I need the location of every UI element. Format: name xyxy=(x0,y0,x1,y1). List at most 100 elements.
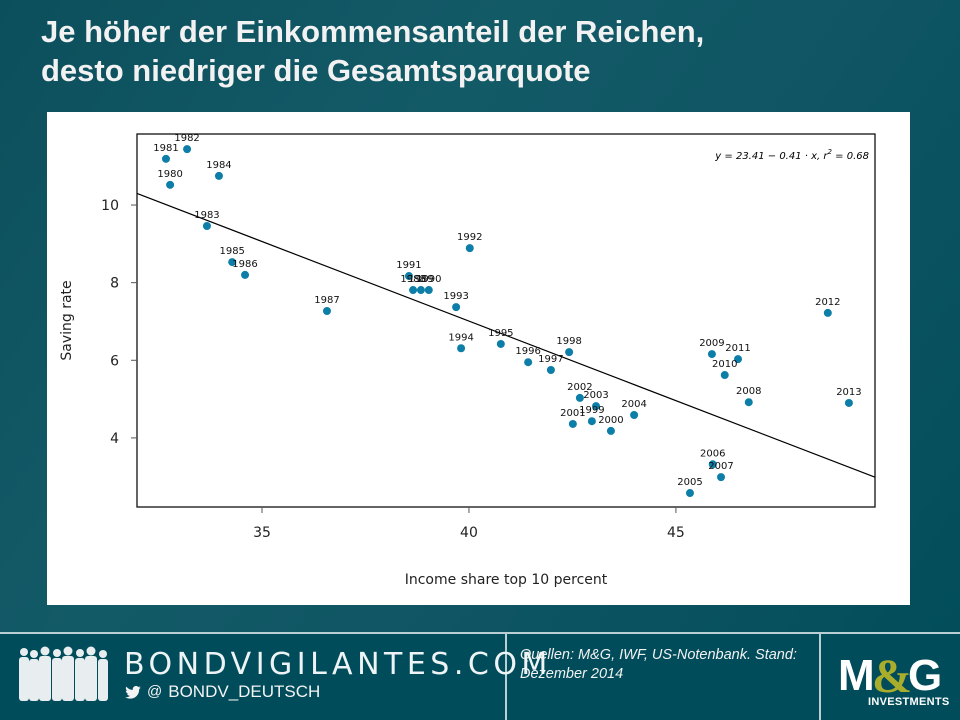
data-point-2004 xyxy=(630,411,639,420)
data-label-1989: 1989 xyxy=(408,274,433,285)
data-point-2001 xyxy=(568,419,577,428)
people-silhouette-icon xyxy=(19,646,108,701)
twitter-bird-icon xyxy=(125,685,141,699)
x-tick-label: 45 xyxy=(667,525,685,541)
y-tick-label: 6 xyxy=(110,353,119,369)
data-label-1998: 1998 xyxy=(556,336,581,347)
data-label-2002: 2002 xyxy=(567,382,592,393)
data-label-2010: 2010 xyxy=(712,359,737,370)
data-label-2011: 2011 xyxy=(725,343,750,354)
data-point-1986 xyxy=(241,270,250,279)
data-label-1997: 1997 xyxy=(538,354,563,365)
data-label-1981: 1981 xyxy=(153,143,178,154)
slide-title-line-2: desto niedriger die Gesamtsparquote xyxy=(41,53,591,88)
data-label-1995: 1995 xyxy=(488,328,513,339)
data-point-1999 xyxy=(587,417,596,426)
footer-divider xyxy=(0,632,960,634)
data-label-2007: 2007 xyxy=(708,461,733,472)
footer-separator xyxy=(819,634,821,720)
data-label-2001: 2001 xyxy=(560,408,585,419)
twitter-handle: BONDV_DEUTSCH xyxy=(168,682,321,701)
data-label-1986: 1986 xyxy=(232,259,257,270)
data-point-1995 xyxy=(496,339,505,348)
data-point-1997 xyxy=(546,365,555,374)
data-label-1987: 1987 xyxy=(314,295,339,306)
plot-frame xyxy=(136,133,876,508)
regression-equation-main: y = 23.41 − 0.41 · x, r xyxy=(714,151,828,162)
regression-line xyxy=(136,192,876,478)
data-label-2004: 2004 xyxy=(621,399,646,410)
data-point-2010 xyxy=(720,371,729,380)
data-label-1992: 1992 xyxy=(457,232,482,243)
slide-title-line-1: Je höher der Einkommensanteil der Reiche… xyxy=(41,14,705,49)
data-label-1980: 1980 xyxy=(157,169,182,180)
data-point-1991 xyxy=(404,272,413,281)
y-tick-label: 4 xyxy=(110,431,119,447)
regression-equation-sup: 2 xyxy=(828,148,833,156)
y-tick-label: 8 xyxy=(110,276,119,292)
at-symbol: @ xyxy=(147,683,163,700)
brand-name[interactable]: BONDVIGILANTES.COM xyxy=(124,647,552,682)
data-label-1982: 1982 xyxy=(174,133,199,144)
data-point-1982 xyxy=(183,145,192,154)
mg-logo: M & G xyxy=(838,650,942,698)
data-point-1980 xyxy=(166,180,175,189)
x-tick-label: 35 xyxy=(253,525,271,541)
ampersand-icon: & xyxy=(872,650,912,698)
data-point-2009 xyxy=(707,350,716,359)
svg-text:G: G xyxy=(908,651,942,698)
data-point-1998 xyxy=(565,348,574,357)
regression-equation: y = 23.41 − 0.41 · x, r2 = 0.68 xyxy=(714,148,869,162)
data-point-2002 xyxy=(575,393,584,402)
data-label-1990: 1990 xyxy=(416,274,441,285)
data-label-2013: 2013 xyxy=(836,387,861,398)
data-label-1985: 1985 xyxy=(219,246,244,257)
data-point-1993 xyxy=(452,303,461,312)
data-label-2005: 2005 xyxy=(677,477,702,488)
data-label-1983: 1983 xyxy=(194,210,219,221)
footer-separator xyxy=(505,634,507,720)
x-axis-label: Income share top 10 percent xyxy=(405,572,608,588)
regression-equation-value: = 0.68 xyxy=(832,151,869,162)
data-label-2000: 2000 xyxy=(598,415,623,426)
data-point-2012 xyxy=(823,308,832,317)
data-label-1991: 1991 xyxy=(396,260,421,271)
data-point-2005 xyxy=(685,489,694,498)
y-axis-label: Saving rate xyxy=(59,280,75,360)
data-point-2008 xyxy=(744,398,753,407)
data-point-1984 xyxy=(214,171,223,180)
slide-title: Je höher der Einkommensanteil der Reiche… xyxy=(41,12,921,90)
data-point-2000 xyxy=(606,426,615,435)
data-label-1996: 1996 xyxy=(515,346,540,357)
data-label-2003: 2003 xyxy=(583,390,608,401)
data-label-1994: 1994 xyxy=(448,332,473,343)
data-label-1988: 1988 xyxy=(400,274,425,285)
data-point-1985 xyxy=(228,258,237,267)
data-point-2006 xyxy=(708,460,717,469)
data-label-1984: 1984 xyxy=(206,160,231,171)
svg-text:M: M xyxy=(838,651,872,698)
twitter-handle-row[interactable]: @ BONDV_DEUTSCH xyxy=(125,682,320,702)
data-label-2012: 2012 xyxy=(815,297,840,308)
data-label-2009: 2009 xyxy=(699,338,724,349)
data-label-1999: 1999 xyxy=(579,405,604,416)
data-point-1994 xyxy=(457,344,466,353)
chart-panel: 35 40 45 4 6 8 10 1980 1981 1982 1983 1984 1985 1986… xyxy=(47,112,910,605)
data-point-1981 xyxy=(161,154,170,163)
data-point-1992 xyxy=(465,244,474,253)
y-tick-label: 10 xyxy=(101,198,119,214)
data-point-2013 xyxy=(844,398,853,407)
mg-logo-subtext: INVESTMENTS xyxy=(868,696,950,708)
footer xyxy=(0,634,960,720)
source-note: Quellen: M&G, IWF, US-Notenbank. Stand: … xyxy=(520,647,797,682)
data-point-1990 xyxy=(424,286,433,295)
data-point-1996 xyxy=(524,358,533,367)
data-label-1993: 1993 xyxy=(443,291,468,302)
x-tick-label: 40 xyxy=(460,525,478,541)
data-point-1989 xyxy=(416,286,425,295)
data-point-1987 xyxy=(322,306,331,315)
data-point-2011 xyxy=(733,355,742,364)
data-point-2003 xyxy=(592,402,601,411)
data-point-1983 xyxy=(202,221,211,230)
